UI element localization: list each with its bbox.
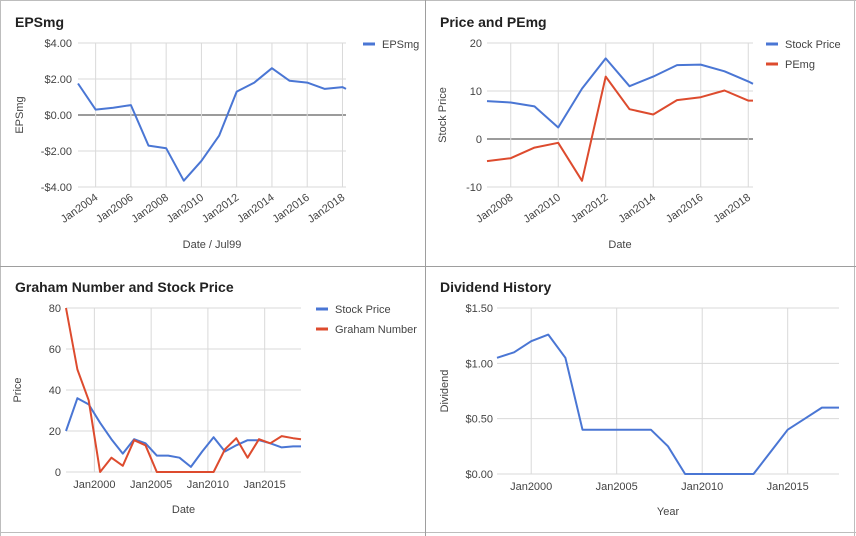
x-tick-label: Jan2000 — [510, 481, 552, 493]
horizontal-divider — [0, 266, 856, 267]
y-tick-label: 0 — [476, 134, 482, 146]
x-tick-label: Jan2015 — [767, 481, 809, 493]
dividend-chart: Dividend History $1.50 $1.00 $0.50 $0.00 Jan2… — [439, 279, 839, 518]
x-axis-title: Date / Jul99 — [183, 239, 242, 251]
x-tick-label: Jan2010 — [165, 192, 206, 226]
y-tick-label: 20 — [49, 426, 61, 438]
y-tick-label: 0 — [55, 467, 61, 479]
chart-panel-graham: Graham Number and Stock Price 80 60 40 20 0 Ja… — [1, 267, 425, 532]
x-tick-label: Jan2014 — [617, 192, 658, 226]
x-tick-label: Jan2008 — [474, 192, 515, 226]
series-line-graham-number — [65, 307, 302, 473]
graham-chart: Graham Number and Stock Price 80 60 40 20 0 Ja… — [12, 279, 417, 516]
y-tick-label: $1.00 — [465, 358, 493, 370]
chart-panel-dividend: Dividend History $1.50 $1.00 $0.50 $0.00 Jan2… — [426, 267, 854, 532]
y-axis-title: Dividend — [439, 370, 451, 413]
y-axis-title: Price — [12, 377, 24, 402]
series-line-stock-price — [65, 397, 301, 468]
y-tick-label: $0.00 — [465, 469, 493, 481]
chart-title: Graham Number and Stock Price — [15, 279, 234, 295]
y-axis-title: Stock Price — [437, 87, 449, 143]
x-tick-label: Jan2015 — [244, 479, 286, 491]
x-tick-label: Jan2008 — [129, 192, 170, 226]
y-tick-label: -$2.00 — [41, 146, 72, 158]
x-tick-label: Jan2016 — [664, 192, 705, 226]
y-tick-label: -10 — [466, 182, 482, 194]
x-tick-label: Jan2012 — [200, 192, 241, 226]
y-tick-label: 10 — [470, 86, 482, 98]
legend-label-stock-price: Stock Price — [785, 39, 841, 51]
y-tick-label: $0.00 — [44, 110, 72, 122]
x-tick-label: Jan2012 — [569, 192, 610, 226]
x-tick-label: Jan2014 — [235, 192, 276, 226]
y-tick-label: 80 — [49, 303, 61, 315]
legend-label-stock-price: Stock Price — [335, 304, 391, 316]
x-axis-title: Date — [608, 239, 631, 251]
x-axis-title: Date — [172, 504, 195, 516]
vertical-divider — [425, 0, 426, 536]
chart-title: Price and PEmg — [440, 14, 547, 30]
right-border — [854, 0, 855, 536]
y-tick-label: 60 — [49, 344, 61, 356]
x-tick-label: Jan2006 — [94, 192, 135, 226]
x-tick-label: Jan2010 — [681, 481, 723, 493]
chart-panel-price-pemg: Price and PEmg 20 10 0 -10 Jan2008 Jan2010 Jan2… — [426, 1, 854, 266]
x-tick-label: Jan2010 — [522, 192, 563, 226]
y-tick-label: $2.00 — [44, 74, 72, 86]
y-axis-title: EPSmg — [14, 96, 26, 133]
x-tick-label: Jan2005 — [130, 479, 172, 491]
chart-title: Dividend History — [440, 279, 551, 295]
legend-label-graham-number: Graham Number — [335, 324, 417, 336]
series-line-stock-price — [486, 57, 754, 129]
series-line-epsmg — [77, 67, 347, 182]
x-tick-label: Jan2010 — [187, 479, 229, 491]
bottom-border — [0, 532, 856, 533]
top-border — [0, 0, 856, 1]
x-tick-label: Jan2018 — [712, 192, 753, 226]
y-tick-label: 40 — [49, 385, 61, 397]
y-tick-label: $1.50 — [465, 303, 493, 315]
x-tick-label: Jan2018 — [306, 192, 347, 226]
y-tick-label: 20 — [470, 38, 482, 50]
x-tick-label: Jan2000 — [73, 479, 115, 491]
x-tick-label: Jan2004 — [59, 192, 100, 226]
chart-panel-epsmg: EPSmg $4.00 $2.00 $0.00 -$2.00 -$4.00 Jan2004 J… — [1, 1, 425, 266]
x-axis-title: Year — [657, 506, 680, 518]
y-tick-label: -$4.00 — [41, 182, 72, 194]
series-line-dividend — [496, 333, 839, 475]
epsmg-chart: EPSmg$4.00$2.00$0.00-$2.00-$4.00Jan2004J… — [14, 14, 419, 251]
y-tick-label: $0.50 — [465, 414, 493, 426]
chart-title: EPSmg — [15, 14, 64, 30]
y-tick-label: $4.00 — [44, 38, 72, 50]
x-tick-label: Jan2005 — [596, 481, 638, 493]
x-tick-label: Jan2016 — [270, 192, 311, 226]
series-line-pemg — [486, 75, 753, 182]
left-border — [0, 0, 1, 536]
legend-label-pemg: PEmg — [785, 59, 815, 71]
legend-label-epsmg: EPSmg — [382, 39, 419, 51]
